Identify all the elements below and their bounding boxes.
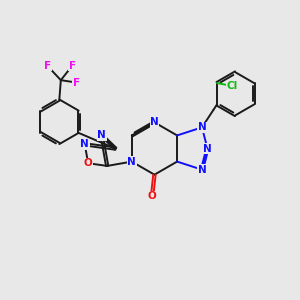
Text: N: N	[128, 157, 136, 166]
Text: O: O	[84, 158, 92, 168]
Text: F: F	[69, 61, 76, 71]
Text: F: F	[44, 61, 51, 71]
Text: N: N	[80, 139, 89, 149]
Text: N: N	[198, 165, 206, 175]
Text: N: N	[98, 130, 106, 140]
Text: N: N	[150, 117, 159, 128]
Text: O: O	[148, 191, 157, 201]
Text: N: N	[198, 122, 206, 132]
Text: N: N	[203, 143, 212, 154]
Text: Cl: Cl	[227, 81, 238, 91]
Text: F: F	[73, 77, 80, 88]
